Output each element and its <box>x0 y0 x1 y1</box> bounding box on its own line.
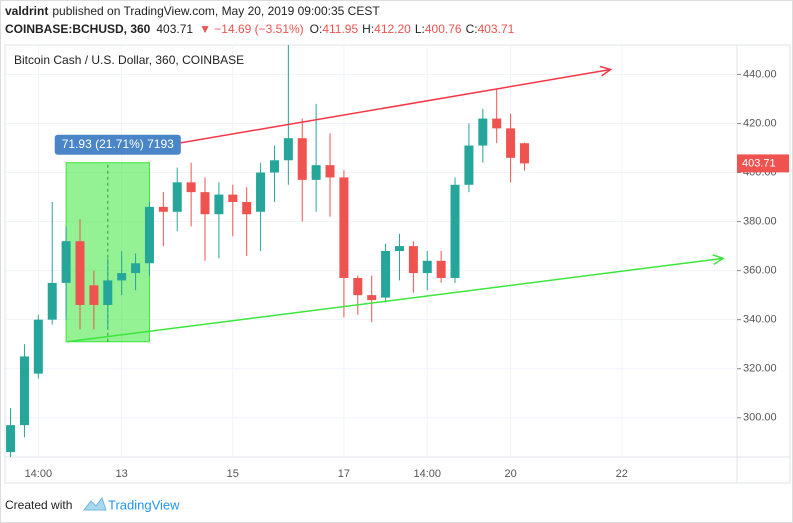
y-tick-label: 440.00 <box>743 68 777 80</box>
trendline-arrow <box>712 254 725 265</box>
candle-body <box>242 201 252 215</box>
candle-body <box>228 194 238 202</box>
candle-body <box>367 295 377 301</box>
candle-body <box>394 246 404 251</box>
candle-body <box>464 145 474 185</box>
y-tick-label: 320.00 <box>743 363 777 375</box>
candle-body <box>436 260 446 278</box>
header-text: valdrint <box>5 4 48 18</box>
chart-title: Bitcoin Cash / U.S. Dollar, 360, COINBAS… <box>14 53 244 67</box>
header-text: H: <box>362 22 374 36</box>
header-text: L: <box>415 22 425 36</box>
candle-body <box>519 143 529 164</box>
trendline <box>66 257 724 343</box>
x-tick-label: 14:00 <box>413 468 441 480</box>
candle-body <box>75 241 85 305</box>
candle-body <box>297 138 307 180</box>
plot: 300.00320.00340.00360.00380.00400.00420.… <box>5 45 790 483</box>
header-text: 403.71 <box>156 22 193 36</box>
candle-body <box>492 118 502 129</box>
logo-icon <box>82 496 107 511</box>
header-text: 411.95 <box>322 22 358 36</box>
footer-text: Created with <box>5 498 72 512</box>
y-tick-label: 300.00 <box>743 412 777 424</box>
header: valdrint published on TradingView.com, Ma… <box>5 4 515 36</box>
range-label-bg <box>54 134 181 155</box>
candle-body <box>6 425 16 453</box>
candle-body <box>117 273 127 281</box>
candle-body <box>61 241 71 283</box>
header-text: ▼ −14.69 (−3.51%) <box>199 22 304 36</box>
x-tick-label: 20 <box>504 468 516 480</box>
trendline-arrow <box>599 65 613 77</box>
candle-body <box>33 319 43 374</box>
candle-body <box>353 277 363 296</box>
header-text: published on TradingView.com, May 20, 20… <box>52 4 380 18</box>
y-tick-label: 380.00 <box>743 215 777 227</box>
candle-body <box>47 282 57 320</box>
candle-body <box>506 128 516 158</box>
candle-body <box>269 160 279 173</box>
candle-body <box>103 280 113 305</box>
header-text: 412.20 <box>374 22 411 36</box>
candle-body <box>144 206 154 264</box>
x-tick-label: 13 <box>116 468 128 480</box>
candle-body <box>214 194 224 215</box>
header-text: 400.76 <box>425 22 462 36</box>
x-tick-label: 22 <box>616 468 628 480</box>
candle-body <box>422 260 432 274</box>
last-price-tag <box>737 154 789 173</box>
candle-body <box>89 285 99 305</box>
y-tick-label: 360.00 <box>743 265 777 277</box>
last-price-label: 403.71 <box>742 157 776 169</box>
candle-body <box>339 177 349 278</box>
candle-body <box>325 165 335 178</box>
range-label: 71.93 (21.71%) 7193 <box>62 137 174 151</box>
candle-body <box>19 356 29 426</box>
candle-body <box>131 263 141 274</box>
candle-body <box>172 182 182 212</box>
header-text: COINBASE:BCHUSD, 360 <box>5 22 151 36</box>
y-tick-label: 420.00 <box>743 117 777 129</box>
candle-body <box>256 172 266 212</box>
header-text: 403.71 <box>478 22 515 36</box>
x-tick-label: 15 <box>227 468 239 480</box>
candle-body <box>311 165 321 180</box>
footer-brand: TradingView <box>108 497 180 512</box>
candle-body <box>158 206 168 212</box>
header-text: C: <box>466 22 478 36</box>
candle-body <box>478 118 488 146</box>
candle-body <box>283 138 293 161</box>
candle-body <box>408 246 418 274</box>
candle-body <box>450 184 460 278</box>
candle-body <box>200 192 210 215</box>
x-tick-label: 17 <box>338 468 350 480</box>
x-tick-label: 14:00 <box>25 468 53 480</box>
logo <box>82 496 107 511</box>
candle-body <box>381 251 391 298</box>
y-tick-label: 340.00 <box>743 314 777 326</box>
header-text: O: <box>310 22 323 36</box>
trendline <box>150 68 611 149</box>
candle-body <box>186 182 196 193</box>
